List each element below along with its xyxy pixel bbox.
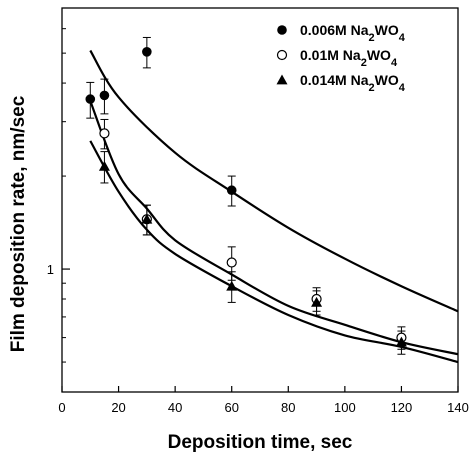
x-tick-label: 100 (334, 400, 356, 415)
legend: 0.006M Na2WO4 0.01M Na2WO4 0.014M Na2WO4 (276, 22, 406, 94)
x-tick-label: 60 (224, 400, 238, 415)
x-tick-label: 20 (111, 400, 125, 415)
marker-filled-circle (277, 25, 287, 35)
x-tick-label: 120 (391, 400, 413, 415)
x-axis-label: Deposition time, sec (168, 432, 353, 453)
fit-lines (89, 49, 459, 364)
marker-filled-triangle (311, 296, 323, 307)
plot-frame (61, 7, 459, 393)
marker-filled-circle (142, 47, 152, 57)
x-tick-label: 140 (447, 400, 469, 415)
marker-filled-circle (85, 94, 96, 104)
y-axis: 1 (47, 7, 70, 393)
marker-filled-circle (226, 185, 237, 196)
fit-line-series-1 (89, 49, 459, 313)
marker-filled-triangle (98, 160, 110, 171)
y-tick-label: 1 (47, 262, 54, 277)
marker-open-circle (276, 49, 288, 61)
x-tick-label: 80 (281, 400, 295, 415)
marker-filled-triangle (141, 213, 153, 224)
marker-filled-triangle (276, 74, 288, 85)
marker-filled-triangle (226, 280, 238, 291)
marker-open-circle (99, 128, 110, 139)
y-axis-label: Film deposition rate, nm/sec (8, 95, 29, 352)
fit-line-series-3 (89, 140, 459, 364)
plot-area (61, 7, 459, 393)
marker-filled-triangle (395, 336, 407, 347)
x-tick-label: 40 (168, 400, 182, 415)
marker-open-circle (226, 257, 237, 268)
legend-label-2: 0.01M Na2WO4 (300, 47, 398, 69)
legend-label-1: 0.006M Na2WO4 (300, 22, 406, 44)
error-bars (86, 36, 406, 355)
marker-filled-circle (99, 90, 110, 101)
x-tick-label: 0 (58, 400, 65, 415)
data-markers (85, 47, 407, 347)
x-axis: 0 20 40 60 80 100 120 140 (58, 386, 469, 415)
legend-label-3: 0.014M Na2WO4 (300, 72, 406, 94)
